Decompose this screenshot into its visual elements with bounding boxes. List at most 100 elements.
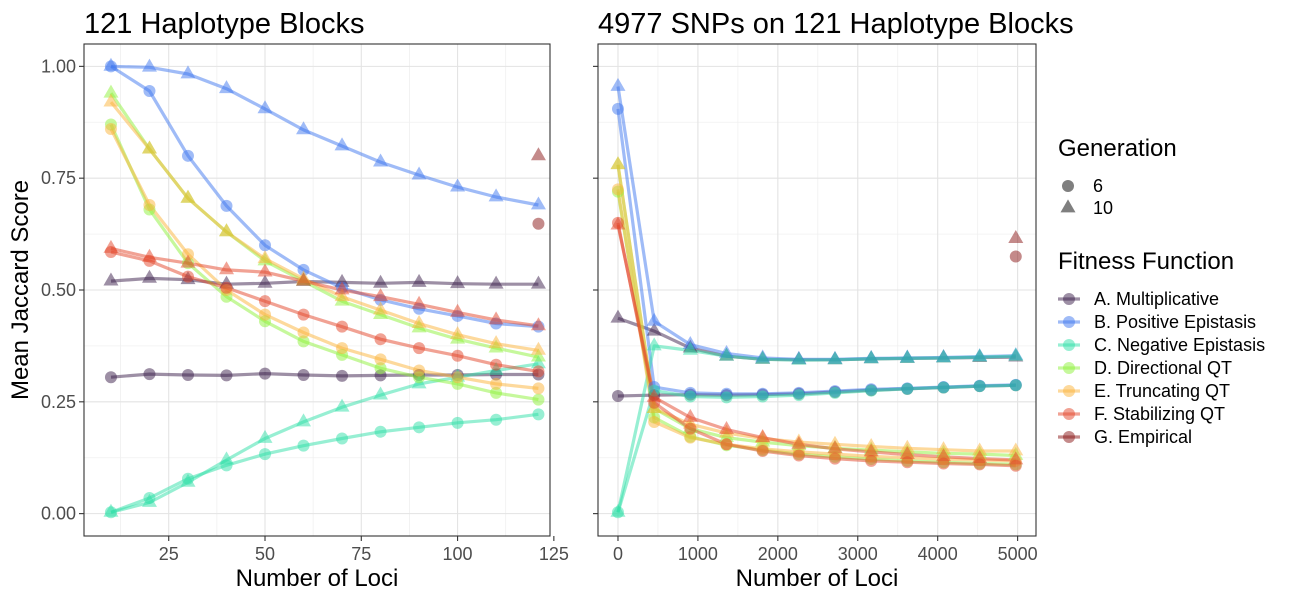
point-f-stabilizing-qt-gen-10 (141, 248, 157, 262)
legend-item-d-directional-qt: D. Directional QT (1058, 358, 1232, 378)
point-b-positive-epistasis-gen-6 (220, 199, 233, 212)
point-f-stabilizing-qt-gen-6 (684, 422, 697, 435)
point-b-positive-epistasis-gen-10 (411, 166, 427, 180)
point-f-stabilizing-qt-gen-10 (373, 288, 389, 302)
point-c-negative-epistasis-gen-6 (259, 448, 272, 461)
point-d-directional-qt-gen-10 (103, 84, 119, 98)
series-line-c-negative-epistasis-gen-10 (616, 344, 1016, 513)
x-axis-title: Number of Loci (736, 565, 899, 592)
x-tick-label: 1000 (678, 544, 718, 564)
point-f-stabilizing-qt-gen-10 (450, 303, 466, 317)
series-line-e-truncating-qt-gen-10 (109, 101, 539, 352)
point-e-truncating-qt-gen-10 (1008, 442, 1024, 456)
point-c-negative-epistasis-gen-6 (828, 386, 841, 399)
panel-title: 121 Haplotype Blocks (84, 8, 365, 40)
point-f-stabilizing-qt-gen-6 (336, 320, 349, 333)
point-e-truncating-qt-gen-6 (684, 431, 697, 444)
point-f-stabilizing-qt-gen-6 (720, 438, 733, 451)
point-c-negative-epistasis-gen-6 (756, 390, 769, 403)
point-b-positive-epistasis-gen-6 (143, 84, 156, 97)
y-axis-title: Mean Jaccard Score (7, 180, 34, 400)
point-f-stabilizing-qt-gen-10 (334, 281, 350, 295)
point-e-truncating-qt-gen-6 (181, 248, 194, 261)
point-c-negative-epistasis-gen-10 (257, 429, 273, 443)
point-f-stabilizing-qt-gen-10 (682, 408, 698, 422)
point-a-multiplicative-gen-10 (373, 274, 389, 288)
point-c-negative-epistasis-gen-10 (791, 351, 807, 365)
legend-label: C. Negative Epistasis (1094, 335, 1265, 355)
point-b-positive-epistasis-gen-10 (218, 80, 234, 94)
point-a-multiplicative-gen-10 (141, 269, 157, 283)
point-c-negative-epistasis-gen-6 (374, 425, 387, 438)
point-d-directional-qt-gen-6 (297, 335, 310, 348)
point-a-multiplicative-gen-6 (297, 368, 310, 381)
point-b-positive-epistasis-gen-10 (646, 312, 662, 326)
point-f-stabilizing-qt-gen-6 (220, 281, 233, 294)
series-line-f-stabilizing-qt-gen-10 (110, 246, 539, 328)
point-c-negative-epistasis-gen-6 (490, 413, 503, 426)
point-f-stabilizing-qt-gen-10 (296, 272, 312, 286)
point-f-stabilizing-qt-gen-10 (257, 263, 273, 277)
point-e-truncating-qt-gen-10 (141, 140, 157, 154)
point-f-stabilizing-qt-gen-6 (792, 449, 805, 462)
point-c-negative-epistasis-gen-6 (1009, 379, 1022, 392)
y-tick-label: 0.50 (41, 280, 76, 300)
point-c-negative-epistasis-gen-10 (646, 337, 662, 351)
point-f-stabilizing-qt-gen-6 (865, 454, 878, 467)
point-c-negative-epistasis-gen-10 (972, 348, 988, 362)
series-line-d-directional-qt-gen-6 (109, 123, 539, 402)
point-f-stabilizing-qt-gen-10 (646, 388, 662, 402)
point-g-empirical-gen-6 (1009, 250, 1022, 263)
point-b-positive-epistasis-gen-10 (257, 100, 273, 114)
point-c-negative-epistasis-gen-6 (865, 384, 878, 397)
point-c-negative-epistasis-gen-6 (720, 391, 733, 404)
legend-point-swatch (1063, 293, 1075, 305)
point-c-negative-epistasis-gen-10 (1008, 347, 1024, 361)
point-c-negative-epistasis-gen-10 (610, 503, 626, 517)
point-e-truncating-qt-gen-10 (334, 288, 350, 302)
point-a-multiplicative-gen-10 (103, 272, 119, 286)
legend-item-c-negative-epistasis: C. Negative Epistasis (1058, 335, 1265, 355)
legend-point-swatch (1063, 362, 1075, 374)
point-b-positive-epistasis-gen-6 (611, 102, 624, 115)
point-b-positive-epistasis-gen-10 (373, 153, 389, 167)
point-c-negative-epistasis-gen-10 (180, 473, 196, 487)
legend-item-f-stabilizing-qt: F. Stabilizing QT (1058, 404, 1225, 424)
legend-label: A. Multiplicative (1094, 289, 1219, 309)
point-b-positive-epistasis-gen-6 (297, 263, 310, 276)
series-line-c-negative-epistasis-gen-6 (616, 383, 1016, 513)
point-f-stabilizing-qt-gen-10 (972, 450, 988, 464)
point-f-stabilizing-qt-gen-10 (755, 429, 771, 443)
point-a-multiplicative-gen-6 (143, 368, 156, 381)
panel-title: 4977 SNPs on 121 Haplotype Blocks (598, 8, 1074, 40)
point-e-truncating-qt-gen-10 (450, 326, 466, 340)
point-e-truncating-qt-gen-10 (936, 441, 952, 455)
panel-121-haplotype-blocks: 121 Haplotype Blocks 25 50 75 100 125 0.00 0.25… (7, 8, 569, 592)
point-d-directional-qt-gen-6 (532, 393, 545, 406)
legend-point-swatch (1063, 316, 1075, 328)
point-f-stabilizing-qt-gen-10 (719, 420, 735, 434)
legend-generation-label: 6 (1093, 176, 1103, 196)
point-a-multiplicative-gen-6 (220, 369, 233, 382)
point-c-negative-epistasis-gen-10 (719, 347, 735, 361)
point-f-stabilizing-qt-gen-6 (490, 358, 503, 371)
x-tick-label: 100 (443, 544, 473, 564)
point-b-positive-epistasis-gen-10 (530, 196, 546, 210)
point-e-truncating-qt-gen-10 (530, 341, 546, 355)
point-f-stabilizing-qt-gen-6 (259, 295, 272, 308)
point-e-truncating-qt-gen-10 (411, 314, 427, 328)
series-line-a-multiplicative-gen-10 (110, 276, 539, 286)
point-e-truncating-qt-gen-6 (451, 371, 464, 384)
point-b-positive-epistasis-gen-10 (488, 188, 504, 202)
x-tick-label: 5000 (998, 544, 1038, 564)
x-tick-label: 125 (539, 544, 569, 564)
point-d-directional-qt-gen-6 (490, 386, 503, 399)
point-g-empirical-gen-10 (530, 147, 546, 161)
x-tick-label: 3000 (838, 544, 878, 564)
point-e-truncating-qt-gen-6 (336, 342, 349, 355)
point-c-negative-epistasis-gen-10 (827, 351, 843, 365)
point-g-empirical-gen-6 (532, 217, 545, 230)
point-c-negative-epistasis-gen-6 (297, 439, 310, 452)
point-e-truncating-qt-gen-6 (104, 122, 117, 135)
